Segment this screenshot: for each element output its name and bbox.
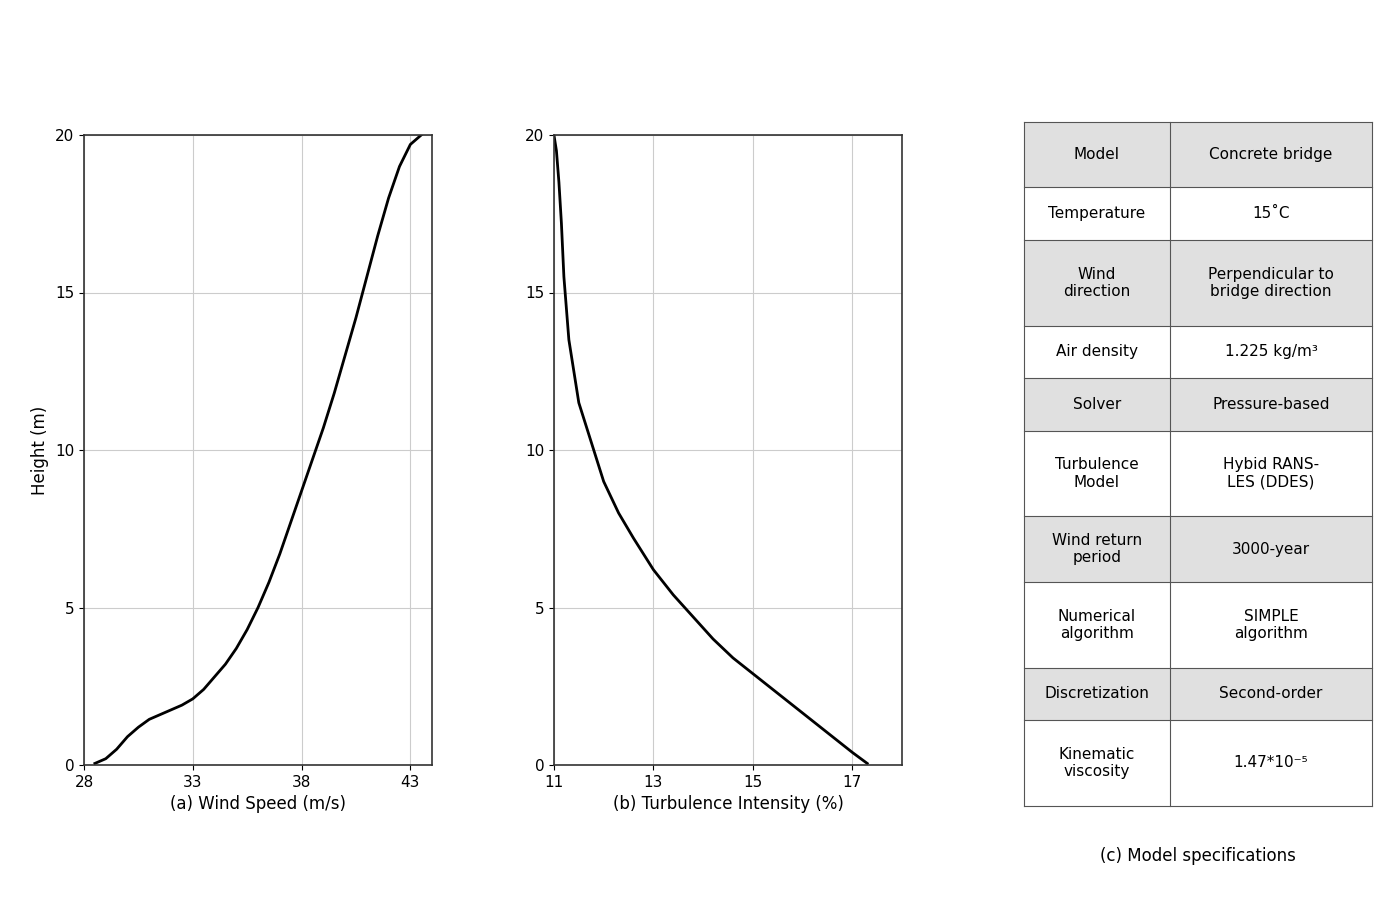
X-axis label: (a) Wind Speed (m/s): (a) Wind Speed (m/s) [169, 796, 346, 814]
Text: Wind return
period: Wind return period [1051, 533, 1142, 565]
Text: 15˚C: 15˚C [1252, 206, 1289, 221]
Text: 1.47*10⁻⁵: 1.47*10⁻⁵ [1233, 755, 1309, 770]
Text: Solver: Solver [1072, 397, 1121, 412]
Bar [1023, 187, 1372, 240]
Bar [1023, 326, 1372, 378]
Text: 3000-year: 3000-year [1232, 542, 1310, 557]
Bar [1023, 431, 1372, 517]
Bar [1023, 122, 1372, 187]
Text: SIMPLE
algorithm: SIMPLE algorithm [1235, 608, 1308, 641]
Text: Wind
direction: Wind direction [1064, 266, 1131, 299]
Text: Numerical
algorithm: Numerical algorithm [1058, 608, 1135, 641]
X-axis label: (b) Turbulence Intensity (%): (b) Turbulence Intensity (%) [613, 796, 843, 814]
Bar [1023, 517, 1372, 582]
Text: Discretization: Discretization [1044, 687, 1149, 701]
Text: Second-order: Second-order [1219, 687, 1323, 701]
Bar [1023, 378, 1372, 431]
Y-axis label: Height (m): Height (m) [31, 405, 49, 495]
Text: Model: Model [1074, 147, 1120, 162]
Text: Turbulence
Model: Turbulence Model [1056, 457, 1138, 490]
Text: 1.225 kg/m³: 1.225 kg/m³ [1225, 345, 1317, 359]
Text: Concrete bridge: Concrete bridge [1210, 147, 1333, 162]
Text: (c) Model specifications: (c) Model specifications [1100, 847, 1296, 865]
Bar [1023, 720, 1372, 806]
Bar [1023, 668, 1372, 720]
Text: Kinematic
viscosity: Kinematic viscosity [1058, 747, 1135, 779]
Text: Perpendicular to
bridge direction: Perpendicular to bridge direction [1208, 266, 1334, 299]
Text: Air density: Air density [1056, 345, 1138, 359]
Text: Hybid RANS-
LES (DDES): Hybid RANS- LES (DDES) [1224, 457, 1319, 490]
Bar [1023, 582, 1372, 668]
Bar [1023, 240, 1372, 326]
Text: Pressure-based: Pressure-based [1212, 397, 1330, 412]
Text: Temperature: Temperature [1049, 206, 1145, 221]
